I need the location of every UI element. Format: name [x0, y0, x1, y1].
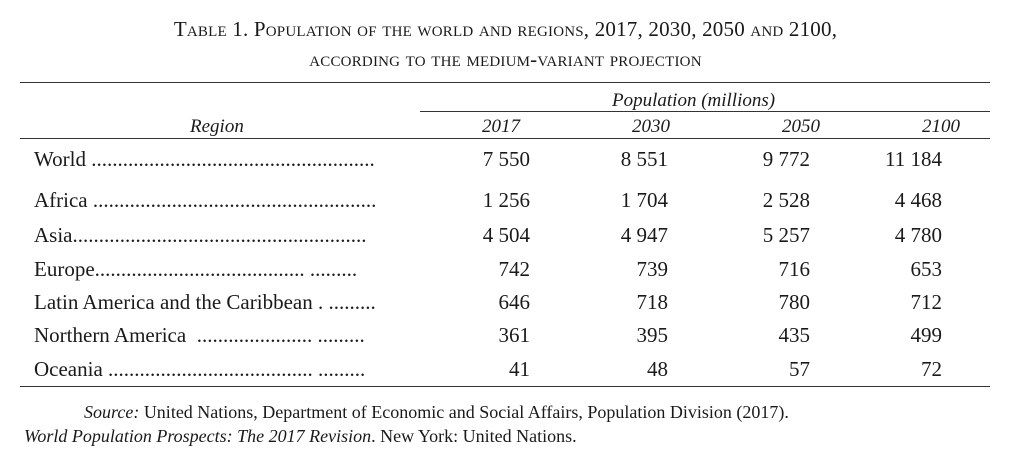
row-label: Oceania ................................… — [34, 354, 420, 384]
source-label: Source: — [84, 402, 140, 422]
leader-dots: ....................................... … — [102, 357, 366, 381]
value-2050: 57 — [789, 357, 810, 381]
value-2017: 4 504 — [482, 223, 530, 247]
value-2050: 9 772 — [762, 147, 810, 171]
value-2050: 716 — [778, 257, 811, 281]
source-line-2: World Population Prospects: The 2017 Rev… — [24, 424, 577, 448]
value-2017: 742 — [498, 257, 531, 281]
year-header-2017: 2017 — [482, 116, 520, 137]
row-label: Europe..................................… — [34, 254, 420, 284]
row-label: Latin America and the Caribbean . ......… — [34, 287, 420, 317]
region-name: Europe — [34, 257, 95, 281]
leader-dots: ........................................… — [87, 188, 377, 212]
year-header-2030: 2030 — [632, 116, 670, 137]
top-rule — [20, 82, 990, 83]
value-2030: 8 551 — [620, 147, 668, 171]
region-name: Asia — [34, 223, 73, 247]
leader-dots: ........................................… — [94, 257, 358, 281]
leader-dots: ........................................… — [85, 147, 375, 171]
row-label: Asia....................................… — [34, 220, 420, 250]
region-name: Africa — [34, 188, 88, 212]
value-2030: 718 — [636, 290, 669, 314]
value-2050: 5 257 — [762, 223, 810, 247]
table-row-northern-america: Northern America ...................... … — [0, 320, 1011, 350]
publication-details: . New York: United Nations. — [371, 426, 577, 446]
leader-dots: . ......... — [312, 290, 376, 314]
value-2017: 41 — [509, 357, 530, 381]
value-2017: 361 — [498, 323, 531, 347]
publication-title: World Population Prospects: The 2017 Rev… — [24, 426, 372, 446]
source-line-1: Source: United Nations, Department of Ec… — [84, 400, 789, 424]
value-2050: 435 — [778, 323, 811, 347]
table-row-latin-america: Latin America and the Caribbean . ......… — [0, 287, 1011, 317]
value-2100: 653 — [910, 257, 943, 281]
table-title-line-2: according to the medium-variant projecti… — [309, 47, 702, 71]
value-2017: 1 256 — [482, 188, 530, 212]
table-title: Table 1. Population of the world and reg… — [0, 14, 1011, 74]
leader-dots: ........................................… — [72, 223, 367, 247]
table-row-africa: Africa .................................… — [0, 185, 1011, 215]
value-2050: 780 — [778, 290, 811, 314]
table-row-europe: Europe..................................… — [0, 254, 1011, 284]
region-name: Northern America — [34, 323, 187, 347]
value-2100: 4 780 — [894, 223, 942, 247]
value-2030: 4 947 — [620, 223, 668, 247]
table-row-oceania: Oceania ................................… — [0, 354, 1011, 384]
row-label: World ..................................… — [34, 144, 420, 174]
value-2100: 712 — [910, 290, 943, 314]
bottom-rule — [20, 386, 990, 387]
value-2100: 499 — [910, 323, 943, 347]
region-name: Oceania — [34, 357, 103, 381]
value-2030: 1 704 — [620, 188, 668, 212]
region-name: World — [34, 147, 86, 171]
row-label: Northern America ...................... … — [34, 320, 420, 350]
value-2100: 72 — [921, 357, 942, 381]
table-title-line-1: Table 1. Population of the world and reg… — [173, 17, 838, 41]
leader-dots: ...................... ......... — [186, 323, 365, 347]
table-row-asia: Asia....................................… — [0, 220, 1011, 250]
row-label: Africa .................................… — [34, 185, 420, 215]
population-header-rule — [420, 111, 990, 112]
value-2100: 4 468 — [894, 188, 942, 212]
year-header-2050: 2050 — [782, 116, 820, 137]
value-2030: 739 — [636, 257, 669, 281]
population-header: Population (millions) — [612, 90, 776, 111]
value-2030: 48 — [647, 357, 668, 381]
value-2030: 395 — [636, 323, 669, 347]
value-2100: 11 184 — [885, 147, 942, 171]
year-header-2100: 2100 — [922, 116, 960, 137]
value-2017: 646 — [498, 290, 531, 314]
value-2050: 2 528 — [762, 188, 810, 212]
region-header: Region — [190, 116, 244, 137]
region-name: Latin America and the Caribbean — [34, 290, 313, 314]
header-rule — [20, 138, 990, 139]
value-2017: 7 550 — [482, 147, 530, 171]
source-text: United Nations, Department of Economic a… — [139, 402, 789, 422]
table-row-world: World ..................................… — [0, 144, 1011, 174]
